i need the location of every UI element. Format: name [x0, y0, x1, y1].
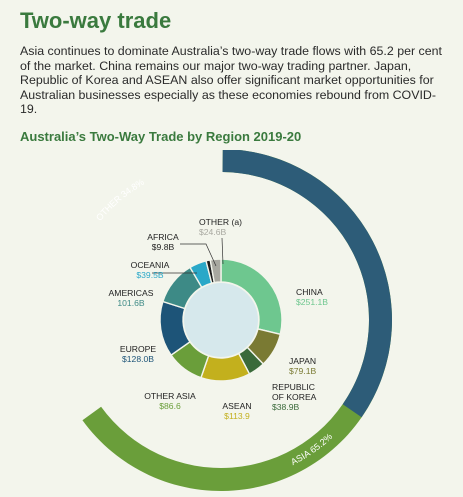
region-value-oceania: $39.5B — [136, 270, 164, 280]
intro-paragraph: Asia continues to dominate Australia’s t… — [20, 44, 442, 117]
inner-ring — [159, 258, 283, 382]
region-value-republic-of-korea: $38.9B — [272, 402, 300, 412]
region-value-asean: $113.9 — [224, 411, 250, 421]
region-value-europe: $128.0B — [122, 354, 154, 364]
leader-line-africa — [180, 243, 217, 267]
donut-center — [184, 283, 258, 357]
region-name-japan: JAPAN — [289, 356, 316, 366]
region-name-other-asia: OTHER ASIA — [144, 391, 196, 401]
leader-lines — [152, 237, 224, 274]
region-value-other-asia: $86.6 — [159, 401, 181, 411]
region-value-other-a: $24.6B — [199, 227, 227, 237]
region-name-oceania: OCEANIA — [131, 260, 170, 270]
region-name-europe: EUROPE — [120, 344, 157, 354]
region-name-other-a: OTHER (a) — [199, 217, 242, 227]
region-name-china: CHINA — [296, 287, 323, 297]
region-name-asean: ASEAN — [222, 401, 251, 411]
inner-ring-segment-other-a — [209, 258, 222, 284]
region-value-china: $251.1B — [296, 297, 328, 307]
chart-title: Australia’s Two-Way Trade by Region 2019… — [20, 129, 302, 144]
page-heading: Two-way trade — [20, 8, 172, 33]
region-name-republic-of-korea-2: OF KOREA — [272, 392, 317, 402]
region-name-africa: AFRICA — [147, 232, 179, 242]
region-value-americas: 101.6B — [117, 298, 145, 308]
region-value-africa: $9.8B — [152, 242, 175, 252]
outer-ring-segment-other — [222, 150, 392, 418]
outer-ring-label-other: OTHER 34.8% — [94, 177, 146, 223]
leader-line-other-a — [221, 237, 224, 265]
outer-ring — [82, 150, 392, 491]
region-name-americas: AMERICAS — [109, 288, 154, 298]
region-name-republic-of-korea-1: REPUBLIC — [272, 382, 315, 392]
trade-donut-chart: ASIA 65.2%OTHER 34.8% CHINA$251.1BJAPAN$… — [82, 150, 392, 491]
region-value-japan: $79.1B — [289, 366, 317, 376]
